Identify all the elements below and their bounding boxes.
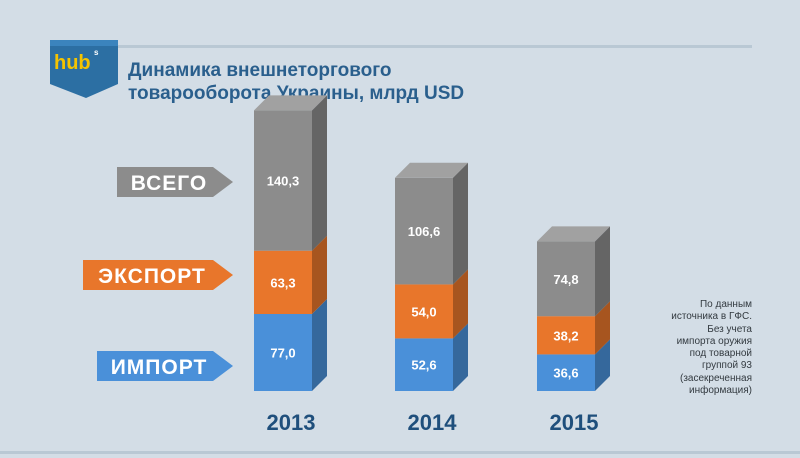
year-label: 2013 [267,410,316,435]
bar-export-side [312,235,327,314]
source-note: По данным источника в ГФС. Без учета имп… [640,299,752,397]
bar-total-side [453,162,468,285]
bar-total-side [312,95,327,251]
title-line-1: Динамика внешнеторгового [128,60,392,81]
bar-top-face [537,226,610,242]
import-value-label: 36,6 [553,366,578,381]
year-label: 2014 [408,410,458,435]
export-value-label: 63,3 [270,275,295,290]
bar-top-face [254,95,327,111]
total-value-label: 106,6 [408,224,441,239]
bar-export-front [537,316,595,355]
bar-top-face [395,162,468,178]
logo-superscript: s [94,48,99,57]
bar-export-side [453,269,468,339]
bar-import-side [312,299,327,391]
bar-import-front [537,354,595,391]
source-note-line: источника в ГФС. [671,311,752,323]
source-note-line: По данным [699,299,752,310]
chart-title: Динамика внешнеторгового товарооборота У… [128,59,608,105]
bar-import-side [453,323,468,391]
year-label: 2015 [550,410,599,435]
total-value-label: 140,3 [267,174,300,189]
import-value-label: 52,6 [411,358,436,373]
legend-arrow [97,351,233,381]
top-divider [110,45,752,48]
source-note-line: группой 93 [702,360,752,372]
import-value-label: 77,0 [270,346,295,361]
title-line-2: товарооборота Украины, млрд USD [128,83,465,104]
bar-total-front [254,110,312,251]
source-note-line: Без учета [707,323,752,335]
export-value-label: 54,0 [411,304,436,319]
legend-arrow-label: ЭКСПОРТ [98,265,206,288]
source-note-line: под товарной [689,348,752,360]
bar-export-front [254,250,312,314]
bar-import-front [395,338,453,391]
source-note-line: (засекреченная [680,372,752,384]
bar-export-side [595,301,610,355]
legend-arrow [117,167,233,197]
legend-arrow [83,260,233,290]
source-note-line: импорта оружия [676,335,752,347]
hubs-logo-icon [50,40,118,98]
legend-arrow-label: ВСЕГО [131,172,208,195]
bar-export-front [395,284,453,339]
logo-text: hub [54,52,91,74]
bar-import-front [254,314,312,391]
total-value-label: 74,8 [553,272,578,287]
export-value-label: 38,2 [553,328,578,343]
bar-total-side [595,226,610,317]
bar-import-side [595,339,610,391]
legend-arrow-label: ИМПОРТ [111,356,208,379]
bottom-divider [0,451,800,454]
bar-total-front [395,177,453,285]
source-note-line: информация) [689,385,752,397]
bar-total-front [537,241,595,317]
